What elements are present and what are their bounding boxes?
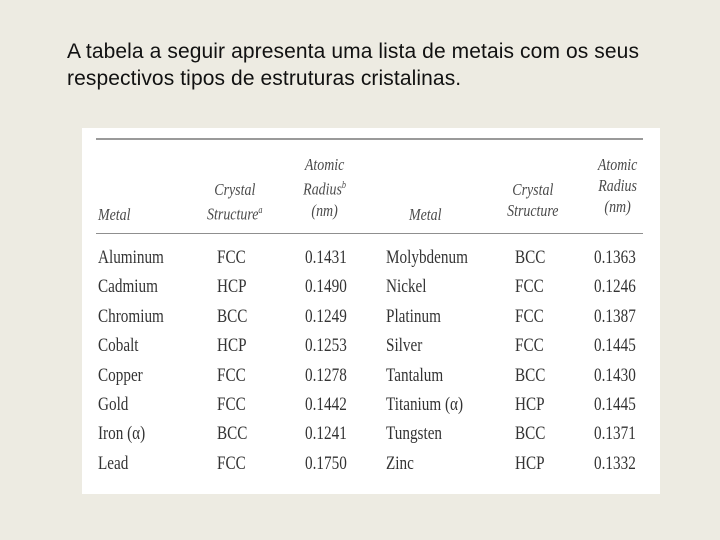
table-cell-metal: Cadmium — [98, 276, 158, 298]
table-cell-radius: 0.1253 — [305, 335, 347, 357]
table-cell-structure: HCP — [217, 335, 247, 357]
table-cell-metal: Copper — [98, 364, 143, 386]
table-cell-metal2: Platinum — [386, 305, 441, 327]
table-cell-structure: FCC — [217, 452, 246, 474]
header-metal-right: Metal — [409, 205, 442, 224]
table-cell-structure: HCP — [217, 276, 247, 298]
table-cell-radius: 0.1750 — [305, 452, 347, 474]
table-cell-radius2: 0.1387 — [594, 305, 636, 327]
header-atomic-radius-right: Atomic Radius (nm) — [593, 154, 642, 217]
table-cell-radius: 0.1249 — [305, 305, 347, 327]
table-cell-structure2: HCP — [515, 394, 545, 415]
table-cell-metal2: Titanium (α) — [386, 394, 464, 415]
table-cell-metal2: Silver — [386, 335, 423, 357]
table-cell-structure: FCC — [217, 394, 246, 415]
header-atomic-line3: (nm) — [311, 200, 338, 220]
table-cell-metal2: Nickel — [386, 276, 427, 298]
table-cell-radius: 0.1490 — [305, 276, 347, 298]
table-cell-structure: BCC — [217, 423, 248, 445]
table-cell-radius: 0.1241 — [305, 423, 347, 445]
header-atomic-right-line3: (nm) — [604, 197, 631, 216]
table-cell-structure: BCC — [217, 305, 248, 327]
table-cell-structure2: FCC — [515, 305, 544, 327]
metals-table-image: Metal Crystal Structurea Atomic Radiusb … — [82, 128, 660, 494]
table-cell-structure2: BCC — [515, 423, 546, 445]
table-cell-structure: FCC — [217, 364, 246, 386]
header-crystal-right-line2: Structure — [507, 201, 559, 220]
header-metal: Metal — [98, 205, 131, 224]
table-cell-radius2: 0.1332 — [594, 452, 636, 474]
table-cell-radius: 0.1278 — [305, 364, 347, 386]
table-cell-metal2: Zinc — [386, 452, 414, 474]
header-crystal-structure: Crystal Structurea — [202, 179, 268, 225]
table-cell-radius: 0.1431 — [305, 247, 347, 268]
header-crystal-word: Structure — [207, 204, 259, 224]
table-cell-radius2: 0.1246 — [594, 276, 636, 298]
table-cell-radius2: 0.1430 — [594, 364, 636, 386]
intro-text: A tabela a seguir apresenta uma lista de… — [67, 40, 640, 90]
table-cell-structure2: BCC — [515, 364, 546, 386]
table-top-rule — [96, 138, 643, 140]
table-cell-structure2: FCC — [515, 335, 544, 357]
header-atomic-right-line2: Radius — [598, 176, 637, 195]
table-cell-radius2: 0.1371 — [594, 423, 636, 445]
header-atomic-line1: Atomic — [304, 155, 345, 174]
table-cell-radius2: 0.1445 — [594, 335, 636, 357]
header-atomic-line2: Radiusb — [300, 175, 349, 200]
header-crystal-right-line1: Crystal — [512, 180, 554, 199]
header-crystal-structure-right: Crystal Structure — [500, 179, 566, 221]
header-atomic-word: Radius — [303, 179, 342, 199]
table-cell-metal: Lead — [98, 452, 129, 474]
header-crystal-sup: a — [258, 205, 263, 216]
table-cell-metal: Gold — [98, 394, 129, 415]
table-cell-structure2: HCP — [515, 452, 545, 474]
table-cell-metal: Iron (α) — [98, 423, 146, 445]
table-cell-structure2: BCC — [515, 247, 546, 268]
header-crystal-line2: Structurea — [202, 200, 268, 225]
header-atomic-right-line1: Atomic — [597, 155, 638, 174]
table-cell-metal2: Tantalum — [386, 364, 444, 386]
table-cell-metal2: Molybdenum — [386, 247, 468, 268]
table-cell-metal: Chromium — [98, 305, 164, 327]
table-cell-structure2: FCC — [515, 276, 544, 298]
table-cell-radius: 0.1442 — [305, 394, 347, 415]
header-crystal-line1: Crystal — [214, 180, 256, 199]
table-cell-radius2: 0.1445 — [594, 394, 636, 415]
header-atomic-radius: Atomic Radiusb (nm) — [300, 154, 349, 221]
table-cell-radius2: 0.1363 — [594, 247, 636, 268]
table-header-rule — [96, 233, 643, 234]
header-atomic-sup: b — [341, 180, 347, 191]
table-cell-metal: Aluminum — [98, 247, 164, 268]
table-cell-metal: Cobalt — [98, 335, 139, 357]
table-cell-metal2: Tungsten — [386, 423, 443, 445]
table-cell-structure: FCC — [217, 247, 246, 268]
